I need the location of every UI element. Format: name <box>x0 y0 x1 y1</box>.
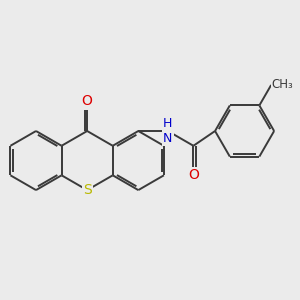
Text: H
N: H N <box>163 117 172 145</box>
Text: O: O <box>188 168 199 182</box>
Text: CH₃: CH₃ <box>271 79 293 92</box>
Text: S: S <box>83 183 92 197</box>
Text: O: O <box>82 94 93 109</box>
